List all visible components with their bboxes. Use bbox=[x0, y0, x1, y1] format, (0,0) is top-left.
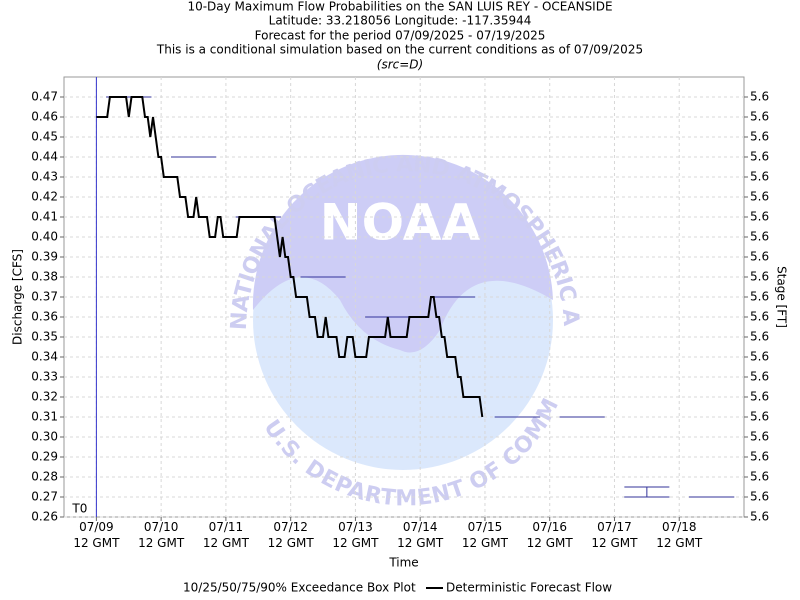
y-tick-label: 0.37 bbox=[31, 290, 58, 304]
y-tick-label: 0.35 bbox=[31, 330, 58, 344]
y-tick-label: 0.46 bbox=[31, 110, 58, 124]
x-tick-label: 07/13 12 GMT bbox=[332, 520, 379, 550]
x-tick-label: 07/16 12 GMT bbox=[527, 520, 574, 550]
tick-label-line: 07/14 bbox=[403, 520, 438, 534]
y2-tick-label: 5.6 bbox=[750, 210, 769, 224]
title-line: (src=D) bbox=[377, 58, 423, 72]
x-tick-label: 07/11 12 GMT bbox=[203, 520, 250, 550]
legend-box-label: 10/25/50/75/90% Exceedance Box Plot bbox=[183, 581, 416, 595]
y-tick-label: 0.29 bbox=[31, 450, 58, 464]
x-tick-label: 07/12 12 GMT bbox=[268, 520, 315, 550]
y-tick-label: 0.44 bbox=[31, 150, 58, 164]
tick-label-line: 12 GMT bbox=[656, 536, 703, 550]
y2-tick-label: 5.6 bbox=[750, 150, 769, 164]
y-tick-label: 0.39 bbox=[31, 250, 58, 264]
y2-tick-label: 5.6 bbox=[750, 110, 769, 124]
y-tick-label: 0.32 bbox=[31, 390, 58, 404]
y2-tick-label: 5.6 bbox=[750, 330, 769, 344]
tick-label-line: 12 GMT bbox=[527, 536, 574, 550]
tick-label-line: 07/13 bbox=[338, 520, 373, 534]
forecast-line bbox=[96, 96, 484, 418]
y-tick-label: 0.38 bbox=[31, 270, 58, 284]
y2-tick-label: 5.6 bbox=[750, 270, 769, 284]
y2-axis-label: Stage [FT] bbox=[775, 266, 789, 328]
y-tick-label: 0.40 bbox=[31, 230, 58, 244]
y2-tick-label: 5.6 bbox=[750, 370, 769, 384]
title-line: 10-Day Maximum Flow Probabilities on the… bbox=[187, 0, 612, 14]
y2-tick-label: 5.6 bbox=[750, 90, 769, 104]
y2-tick-label: 5.6 bbox=[750, 490, 769, 504]
y-tick-label: 0.27 bbox=[31, 490, 58, 504]
tick-label-line: 12 GMT bbox=[268, 536, 315, 550]
tick-label-line: 07/11 bbox=[209, 520, 244, 534]
y-tick-label: 0.28 bbox=[31, 470, 58, 484]
y-tick-label: 0.43 bbox=[31, 170, 58, 184]
y2-tick-label: 5.6 bbox=[750, 250, 769, 264]
y2-tick-label: 5.6 bbox=[750, 290, 769, 304]
logo-bird bbox=[252, 154, 553, 353]
y2-tick-label: 5.6 bbox=[750, 310, 769, 324]
y2-tick-label: 5.6 bbox=[750, 230, 769, 244]
legend-line-label: Deterministic Forecast Flow bbox=[446, 581, 612, 595]
tick-label-line: 07/16 bbox=[532, 520, 567, 534]
x-axis-label: Time bbox=[388, 556, 418, 570]
watermark-logo: NOAA bbox=[320, 194, 481, 252]
y-tick-label: 0.36 bbox=[31, 310, 58, 324]
x-tick-label: 07/14 12 GMT bbox=[397, 520, 444, 550]
tick-label-line: 07/17 bbox=[597, 520, 632, 534]
tick-label-line: 12 GMT bbox=[138, 536, 185, 550]
y2-tick-label: 5.6 bbox=[750, 470, 769, 484]
title-line: Forecast for the period 07/09/2025 - 07/… bbox=[255, 29, 546, 43]
y2-tick-label: 5.6 bbox=[750, 390, 769, 404]
tick-label-line: 07/12 bbox=[273, 520, 308, 534]
tick-label-line: 12 GMT bbox=[591, 536, 638, 550]
tick-label-line: 07/15 bbox=[468, 520, 503, 534]
tick-label-line: 07/10 bbox=[144, 520, 179, 534]
tick-label-line: 07/09 bbox=[79, 520, 114, 534]
y-tick-label: 0.45 bbox=[31, 130, 58, 144]
y2-tick-label: 5.6 bbox=[750, 410, 769, 424]
title-line: Latitude: 33.218056 Longitude: -117.3594… bbox=[269, 14, 532, 28]
y-tick-label: 0.34 bbox=[31, 350, 58, 364]
y2-tick-label: 5.6 bbox=[750, 510, 769, 524]
tick-label-line: 12 GMT bbox=[397, 536, 444, 550]
tick-label-line: 12 GMT bbox=[203, 536, 250, 550]
y-tick-label: 0.26 bbox=[31, 510, 58, 524]
x-tick-label: 07/15 12 GMT bbox=[462, 520, 509, 550]
tick-label-line: 12 GMT bbox=[73, 536, 120, 550]
tick-label-line: 07/18 bbox=[662, 520, 697, 534]
x-tick-label: 07/10 12 GMT bbox=[138, 520, 185, 550]
y2-tick-label: 5.6 bbox=[750, 430, 769, 444]
tick-label-line: 12 GMT bbox=[332, 536, 379, 550]
y-tick-label: 0.47 bbox=[31, 90, 58, 104]
y2-tick-label: 5.6 bbox=[750, 170, 769, 184]
y-tick-label: 0.30 bbox=[31, 430, 58, 444]
y2-tick-label: 5.6 bbox=[750, 450, 769, 464]
x-tick-label: 07/18 12 GMT bbox=[656, 520, 703, 550]
y2-tick-label: 5.6 bbox=[750, 350, 769, 364]
y-tick-label: 0.31 bbox=[31, 410, 58, 424]
x-tick-label: 07/17 12 GMT bbox=[591, 520, 638, 550]
y2-tick-label: 5.6 bbox=[750, 130, 769, 144]
y2-tick-label: 5.6 bbox=[750, 190, 769, 204]
y-tick-label: 0.41 bbox=[31, 210, 58, 224]
y-axis-label: Discharge [CFS] bbox=[11, 249, 25, 345]
tick-label-line: 12 GMT bbox=[462, 536, 509, 550]
x-tick-label: 07/09 12 GMT bbox=[73, 520, 120, 550]
title-line: This is a conditional simulation based o… bbox=[156, 43, 643, 57]
y-tick-label: 0.33 bbox=[31, 370, 58, 384]
y-tick-label: 0.42 bbox=[31, 190, 58, 204]
t0-label: T0 bbox=[71, 502, 87, 516]
